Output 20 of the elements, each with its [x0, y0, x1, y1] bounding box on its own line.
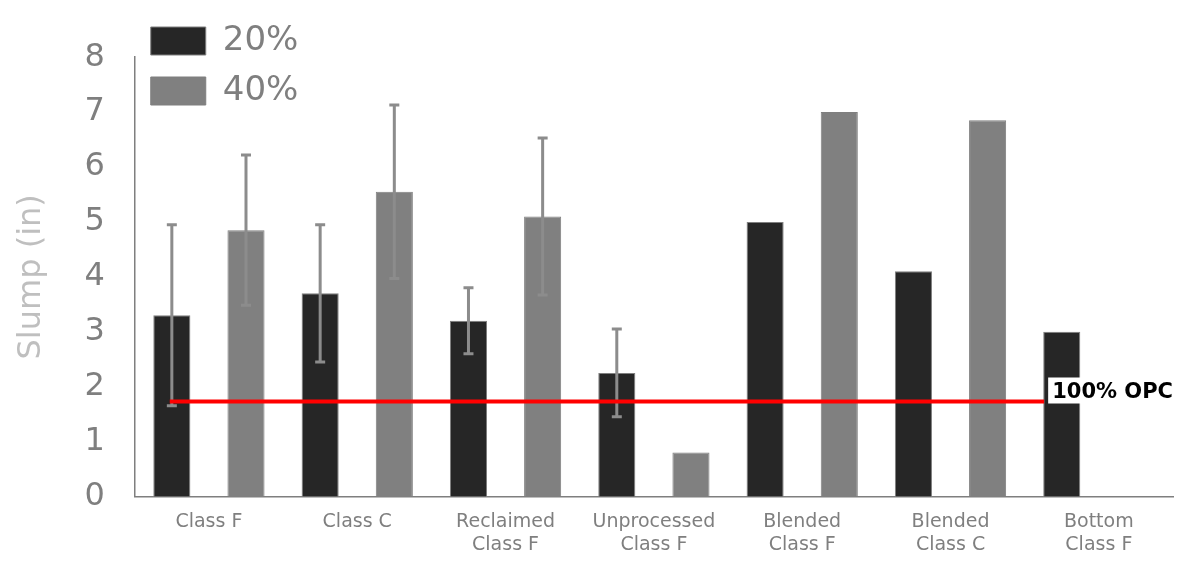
x-tick-label: Blended Class F — [763, 508, 842, 554]
ref-line-label: 100% OPC — [1052, 379, 1173, 404]
y-axis-title: Slump (in) — [9, 194, 48, 360]
y-tick-label: 7 — [84, 90, 105, 129]
y-tick-label: 5 — [84, 200, 105, 239]
y-tick-label: 1 — [84, 419, 105, 458]
x-tick-label: Blended Class C — [911, 508, 990, 554]
legend-label: 40% — [222, 67, 299, 108]
x-tick-label: Unprocessed Class F — [592, 508, 716, 554]
y-tick-label: 6 — [84, 145, 105, 184]
y-tick-label: 8 — [84, 35, 105, 74]
x-tick-label: Class C — [322, 508, 392, 531]
y-tick-label: 4 — [84, 255, 105, 294]
y-tick-label: 0 — [84, 474, 105, 513]
y-tick-label: 3 — [84, 310, 105, 349]
y-tick-label: 2 — [84, 364, 105, 403]
legend-label: 20% — [222, 17, 299, 58]
x-tick-label: Reclaimed Class F — [456, 508, 556, 554]
x-tick-label: Bottom Class F — [1063, 508, 1134, 554]
x-tick-label: Class F — [175, 508, 243, 531]
